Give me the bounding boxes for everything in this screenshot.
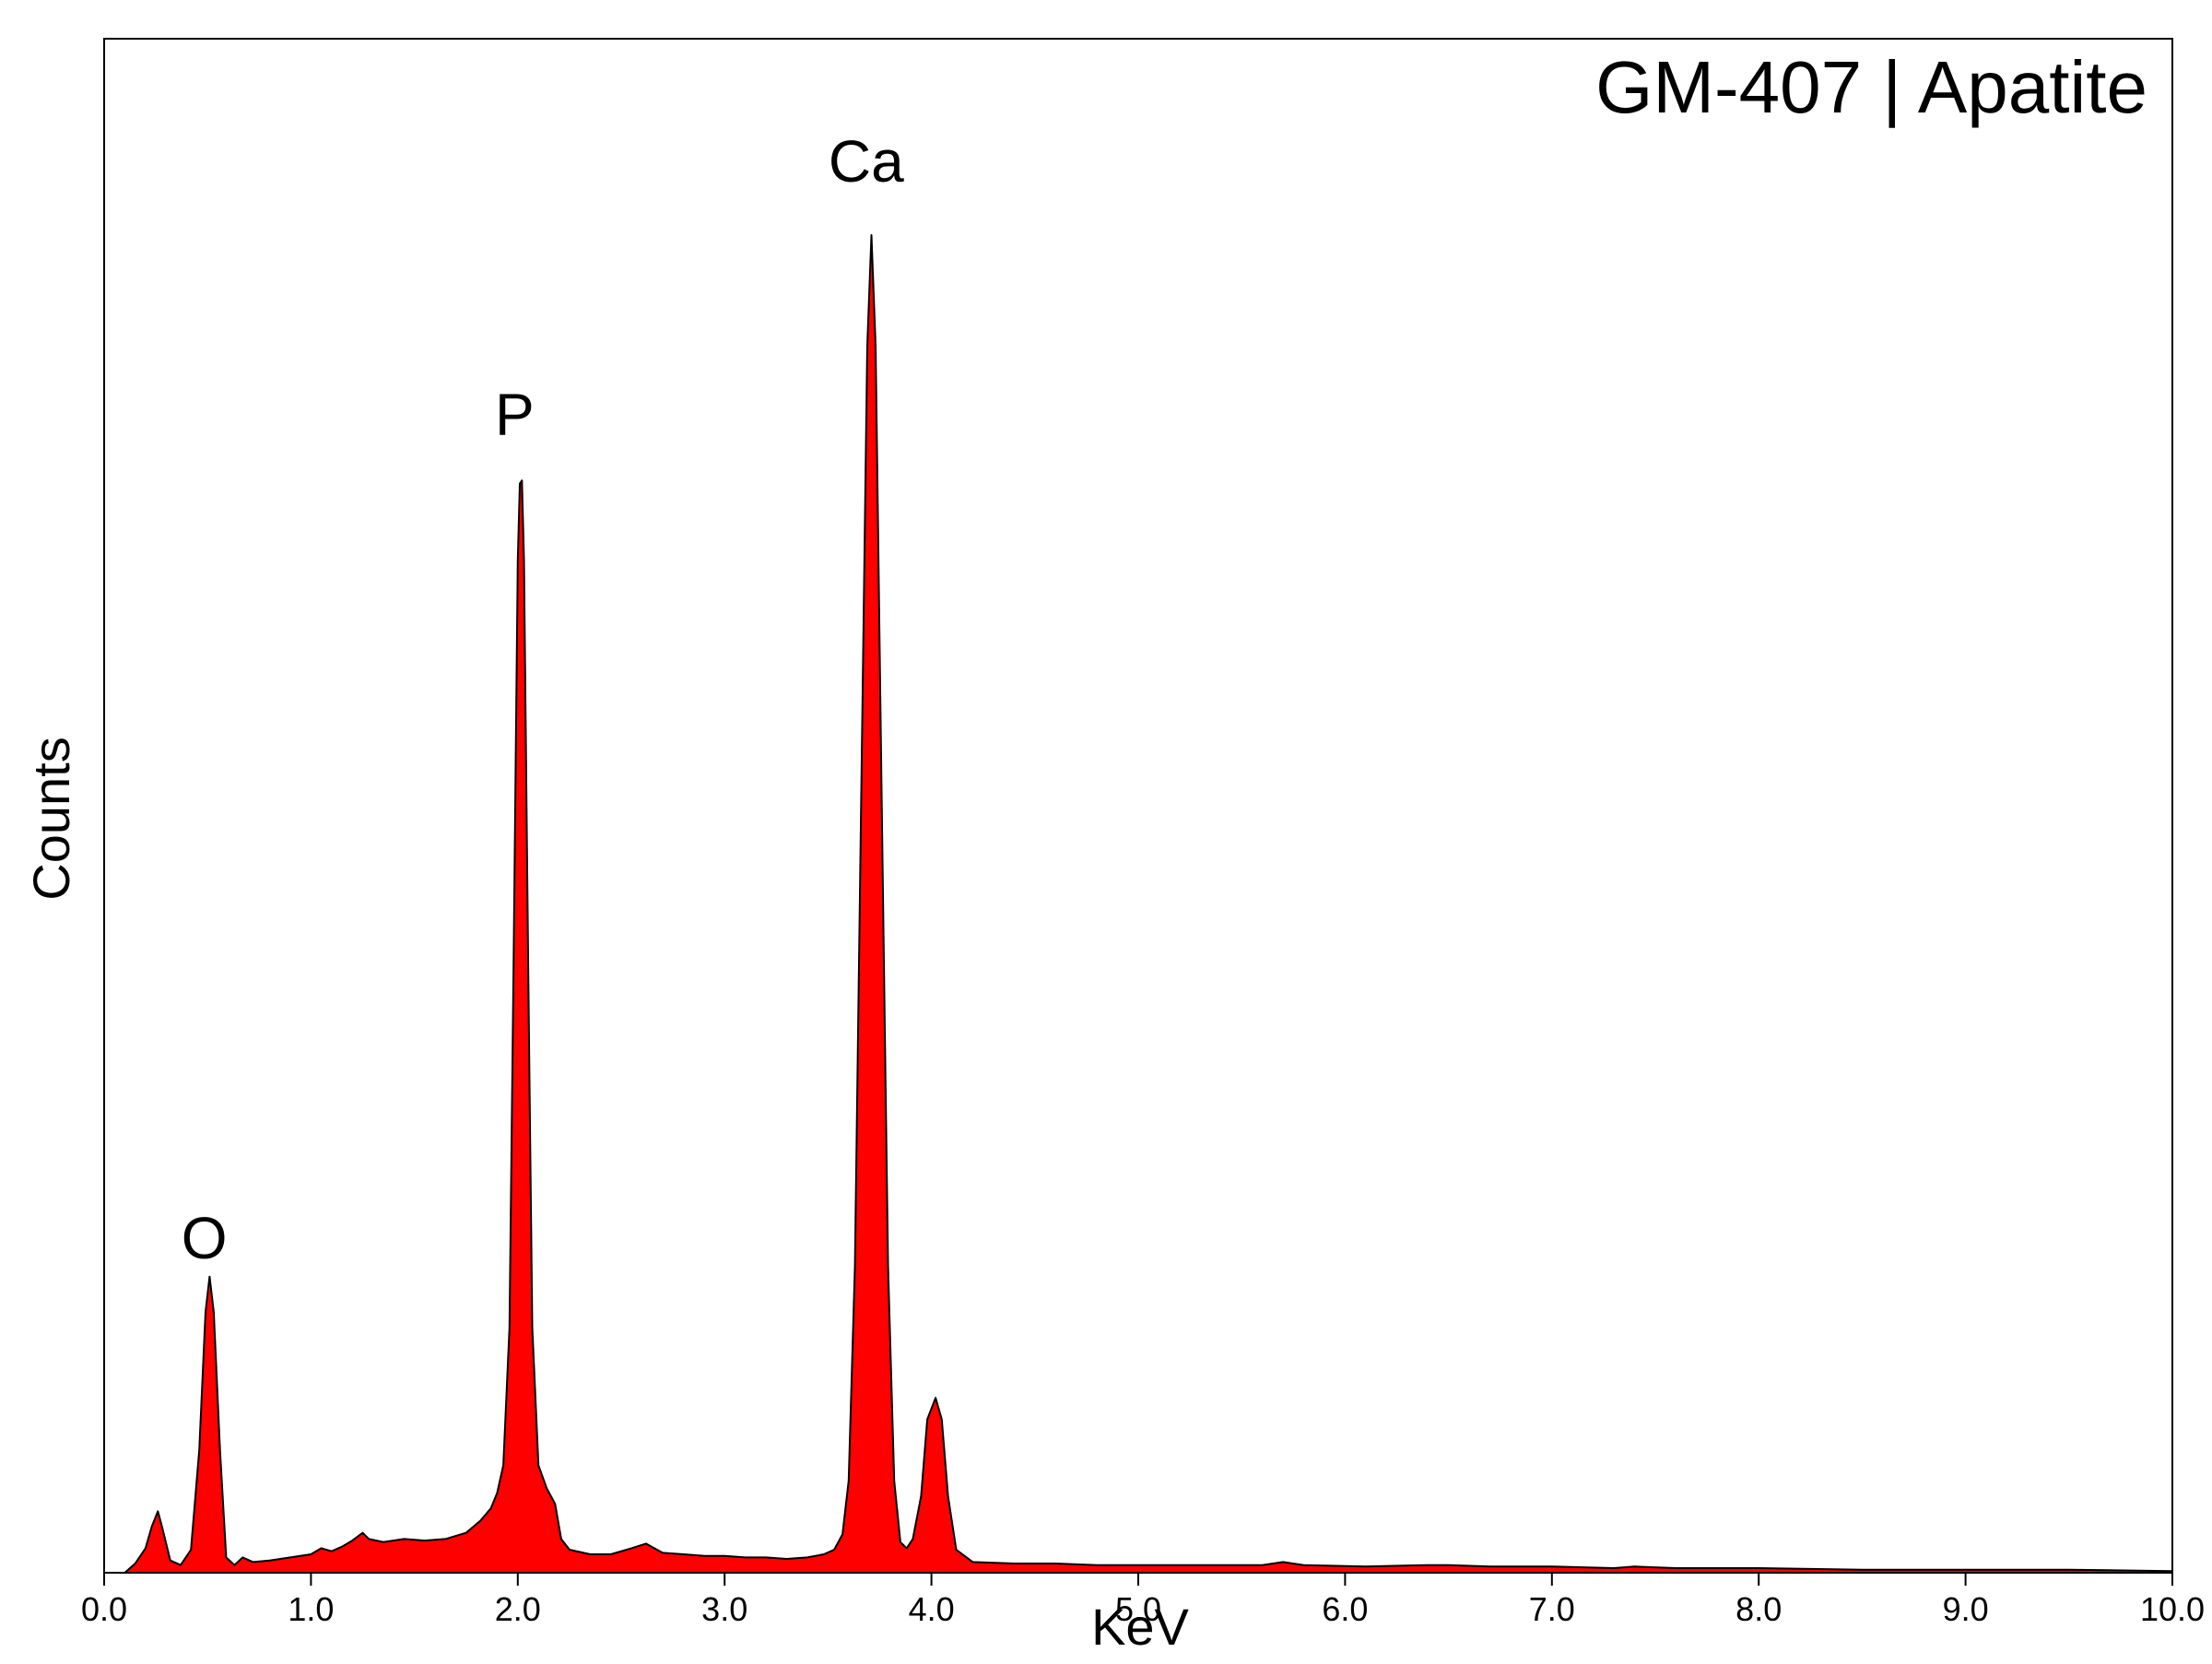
- x-tick-label: 1.0: [288, 1590, 334, 1628]
- x-tick-label: 5.0: [1115, 1590, 1161, 1628]
- x-tick-label: 3.0: [701, 1590, 747, 1628]
- x-tick-label: 6.0: [1322, 1590, 1368, 1628]
- spectrum-line: [124, 234, 2173, 1574]
- chart-title: GM-407 | Apatite: [1595, 46, 2147, 128]
- x-tick-label: 0.0: [81, 1590, 127, 1628]
- peak-label-o: O: [182, 1205, 228, 1271]
- x-tick-label: 9.0: [1943, 1590, 1989, 1628]
- x-tick-label: 2.0: [495, 1590, 541, 1628]
- x-tick-label: 4.0: [909, 1590, 955, 1628]
- x-tick-label: 10.0: [2140, 1590, 2205, 1628]
- x-axis-title: KeV: [1091, 1598, 1189, 1656]
- peak-label-ca: Ca: [829, 128, 904, 195]
- peak-label-p: P: [495, 381, 535, 447]
- x-tick-label: 7.0: [1529, 1590, 1575, 1628]
- y-axis-title: Counts: [22, 737, 80, 900]
- x-tick-label: 8.0: [1735, 1590, 1782, 1628]
